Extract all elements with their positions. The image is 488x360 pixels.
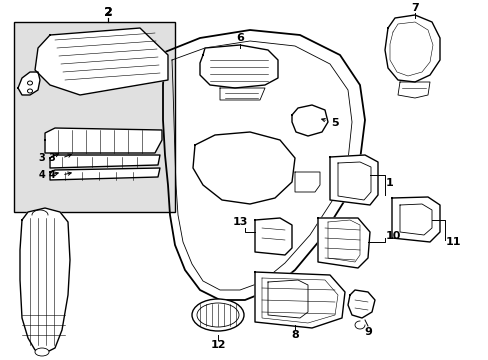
Polygon shape: [384, 15, 439, 82]
Ellipse shape: [35, 348, 49, 356]
Text: 7: 7: [410, 3, 418, 13]
Polygon shape: [254, 218, 291, 255]
Text: 9: 9: [364, 327, 371, 337]
Text: 6: 6: [236, 33, 244, 43]
Ellipse shape: [27, 89, 32, 93]
Polygon shape: [317, 218, 369, 268]
Text: 3: 3: [48, 153, 55, 163]
Text: 12: 12: [210, 340, 225, 350]
Polygon shape: [45, 128, 162, 153]
Polygon shape: [193, 132, 294, 204]
Bar: [14, 22, 175, 212]
Polygon shape: [347, 290, 374, 318]
Polygon shape: [50, 168, 160, 180]
Polygon shape: [391, 197, 439, 242]
Polygon shape: [200, 45, 278, 88]
Polygon shape: [20, 208, 70, 353]
Text: 4: 4: [39, 170, 45, 180]
Text: 3: 3: [39, 153, 45, 163]
Ellipse shape: [197, 303, 239, 327]
Text: 2: 2: [103, 5, 112, 18]
Polygon shape: [50, 155, 160, 168]
Text: 8: 8: [290, 330, 298, 340]
Polygon shape: [329, 155, 377, 205]
Text: 4: 4: [48, 170, 55, 180]
Ellipse shape: [192, 299, 244, 331]
Text: 5: 5: [330, 118, 338, 128]
Polygon shape: [254, 272, 345, 328]
Text: 10: 10: [385, 231, 400, 241]
Text: 1: 1: [386, 178, 393, 188]
Text: 2: 2: [104, 7, 112, 17]
Polygon shape: [18, 72, 40, 95]
Text: 11: 11: [445, 237, 460, 247]
Text: 13: 13: [232, 217, 247, 227]
Ellipse shape: [27, 81, 32, 85]
Polygon shape: [35, 28, 168, 95]
Polygon shape: [291, 105, 327, 136]
